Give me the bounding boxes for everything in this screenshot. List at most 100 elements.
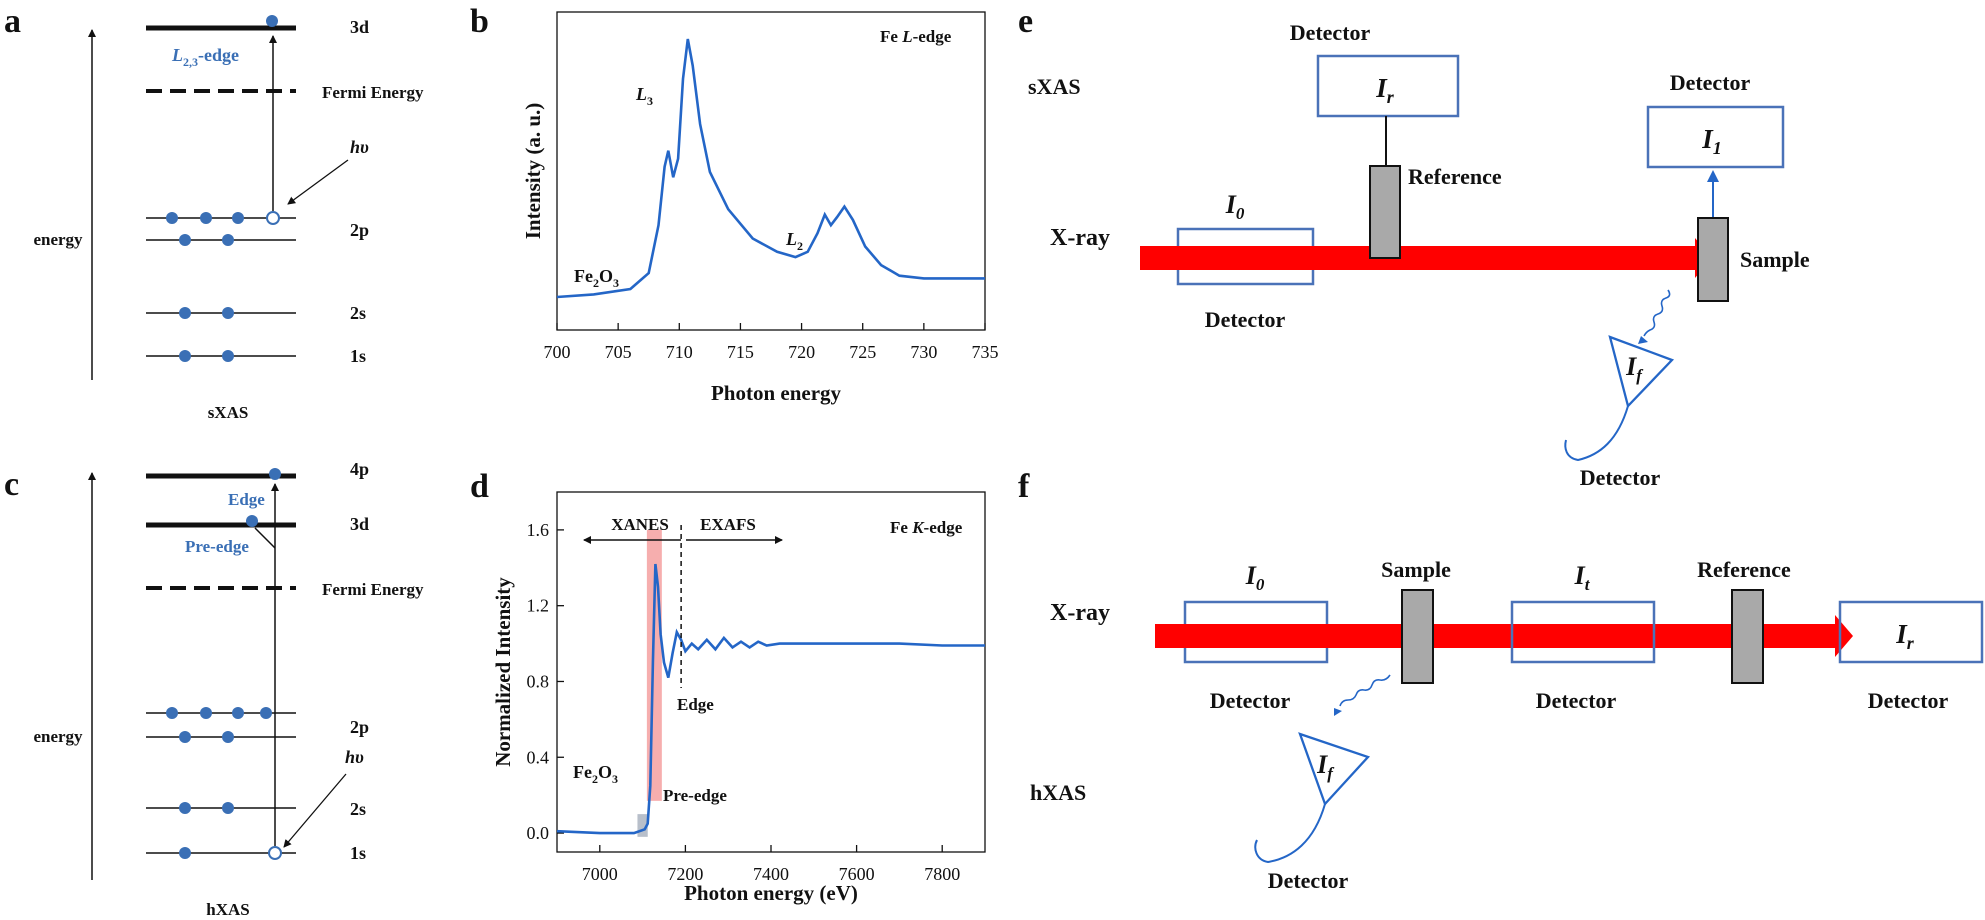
electron-dot [179,802,191,814]
sample-label: Fe2O3 [574,266,619,290]
preedge-highlight [637,814,648,837]
electron-dot [222,307,234,319]
preedge-label: Pre-edge [185,537,249,556]
level-2s-label: 2s [350,799,366,819]
chart-b-xtick-label: 700 [544,342,571,362]
it-detector-box [1510,600,1656,664]
chart-b-xlabel: Photon energy [711,381,842,405]
level-2p-label: 2p [350,220,369,240]
sample-label: Fe2O3 [573,762,618,786]
chart-b-frame [556,11,986,331]
reference-foil [1369,165,1401,259]
detector-label-i0: Detector [1205,307,1286,332]
chart-d-xtick-label: 7200 [667,864,703,884]
panel-e: e sXAS X-ray I0 Detector Detector Ir Ref… [1018,3,1810,490]
detector-fluor-label: Detector [1580,465,1661,490]
panel-c: c energy 4p 3d Fermi Energy 2p 2s 1s Edg… [4,459,424,919]
reference-label: Reference [1697,557,1791,582]
xray-label: X-ray [1050,600,1110,626]
chart-d-xtick-label: 7000 [582,864,618,884]
exafs-label: EXAFS [700,515,756,534]
panel-d: d 7000 7200 7400 7600 7800 0.0 0.4 0.8 1.2 1.6 X… [470,468,986,905]
electron-dot [232,707,244,719]
electron-dot [222,234,234,246]
chart-b-xtick-label: 715 [727,342,754,362]
panel-e-letter: e [1018,3,1033,40]
electron-dot [232,212,244,224]
electron-dot [222,802,234,814]
chart-d-ytick-label: 0.8 [527,671,550,691]
fluorescence-arrowhead [1334,708,1342,716]
sample-holder [1401,589,1434,684]
level-1s-label: 1s [350,843,366,863]
i0-label: I0 [1225,190,1245,223]
fluorescence-cable [1564,405,1629,462]
panel-a-letter: a [4,3,21,40]
detector-fluor-label: Detector [1268,868,1349,893]
ir-label: Ir [1895,619,1915,653]
panel-a: a energy 3d Fermi Energy 2p 2s 1s L2,3-e… [4,3,424,422]
electron-dot [179,731,191,743]
detector-label-2: Detector [1536,688,1617,713]
if-label: If [1625,352,1644,385]
xray-label: X-ray [1050,225,1110,251]
energy-axis-label: energy [33,230,83,249]
chart-b-title: Fe L-edge [880,27,952,46]
electron-dot [260,707,272,719]
fluorescence-cable [1254,803,1326,864]
chart-d-frame [556,491,986,853]
panel-f: f X-ray I0 Detector Sample It Detector R… [1018,468,1984,893]
xray-beam [1140,246,1695,270]
chart-d-ytick-label: 0.0 [527,823,550,843]
i0-label: I0 [1245,561,1265,594]
detector-label-1: Detector [1210,688,1291,713]
chart-d-ytick-label: 1.6 [527,520,550,540]
level-3d-label: 3d [350,17,369,37]
preedge-label: Pre-edge [663,786,727,805]
i1-detector-box [1646,105,1785,169]
fluorescence-arrowhead [1638,336,1648,344]
panel-f-letter: f [1018,468,1030,505]
fermi-label: Fermi Energy [322,83,424,102]
electron-dot [166,707,178,719]
caption-sxas: sXAS [208,403,249,422]
chart-b-xtick-label: 710 [666,342,693,362]
panel-b-letter: b [470,3,489,40]
ir-label: Ir [1375,73,1395,107]
electron-dot [222,350,234,362]
reference-label: Reference [1408,164,1502,189]
electron-dot [269,468,281,480]
electron-dot [179,847,191,859]
fluorescence-wave [1643,289,1671,337]
core-hole [268,846,282,860]
electron-dot [200,707,212,719]
fluorescence-wave [1339,674,1391,707]
edge-label: L2,3-edge [171,45,239,69]
chart-b-xtick-label: 725 [849,342,876,362]
level-3d-label: 3d [350,514,369,534]
photon-arrow [287,159,349,205]
chart-d-xticks: 7000 7200 7400 7600 7800 [582,845,960,884]
chart-b-series-line [556,38,985,299]
chart-d-title: Fe K-edge [890,518,963,537]
fluorescence-detector [1298,732,1371,807]
level-4p-label: 4p [350,459,369,479]
chart-d-xtick-label: 7400 [753,864,789,884]
sample-label: Sample [1381,557,1451,582]
level-2s-label: 2s [350,303,366,323]
electron-dot [166,212,178,224]
reference-foil [1731,589,1764,684]
electron-dot [266,15,278,27]
chart-b-xtick-label: 730 [910,342,937,362]
electron-dot [222,731,234,743]
chart-b-ylabel: Intensity (a. u.) [521,103,545,240]
chart-d-ylabel: Normalized Intensity [491,577,515,767]
mode-label-sxas: sXAS [1028,74,1081,99]
electron-dot [179,234,191,246]
electron-dot [246,515,258,527]
if-label: If [1316,750,1335,783]
chart-d-xlabel: Photon energy (eV) [684,881,858,905]
chart-b-xticks: 700 705 710 715 720 725 730 735 [544,323,999,362]
i1-label: I1 [1701,124,1722,158]
